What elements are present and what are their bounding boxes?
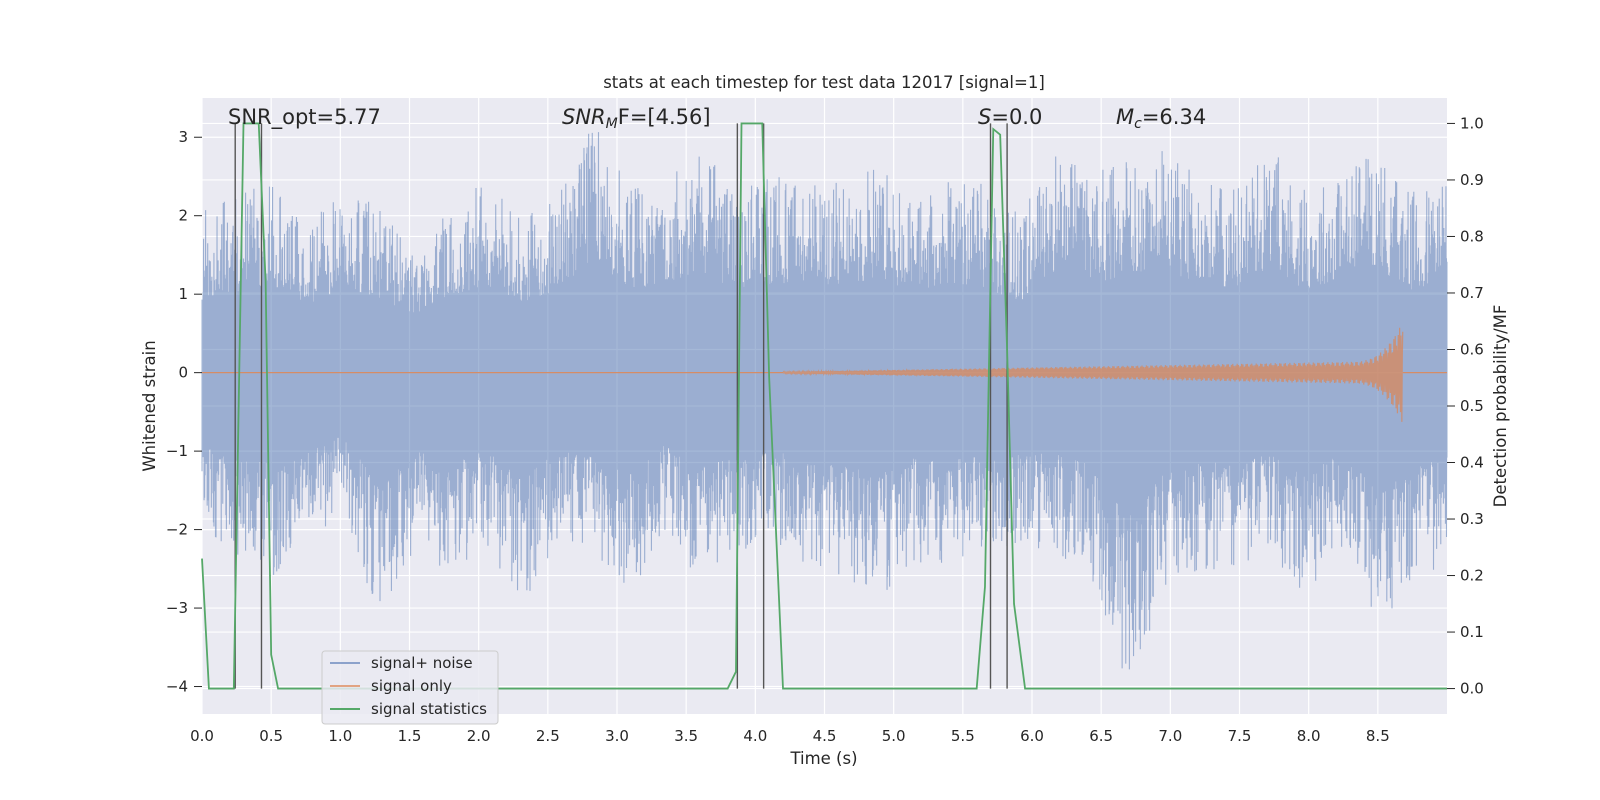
y-tick-label: 1 — [178, 285, 188, 303]
x-tick-label: 6.5 — [1089, 727, 1113, 745]
annotation-snr-opt: SNR_opt=5.77 — [228, 105, 381, 130]
x-tick-label: 3.0 — [605, 727, 629, 745]
y2-tick-label: 1.0 — [1460, 114, 1484, 132]
y2-tick-labels: 1.0 0.9 0.8 0.7 0.6 0.5 0.4 0.3 0.2 0.1 0.0 — [1447, 114, 1484, 698]
x-tick-label: 1.0 — [328, 727, 352, 745]
x-tick-label: 2.5 — [536, 727, 560, 745]
x-tick-label: 7.5 — [1228, 727, 1252, 745]
signal-only-series — [202, 327, 1447, 422]
y2-tick-label: 0.4 — [1460, 454, 1484, 472]
x-tick-label: 5.5 — [951, 727, 975, 745]
signal-statistics-series — [201, 122, 1447, 690]
y-tick-label: 2 — [178, 207, 188, 225]
legend-label-signal-noise: signal+ noise — [371, 654, 473, 672]
y-tick-label: −4 — [166, 678, 188, 696]
x-tick-label: 7.0 — [1158, 727, 1182, 745]
legend-label-signal-statistics: signal statistics — [371, 700, 487, 718]
y2-tick-label: 0.1 — [1460, 623, 1484, 641]
y2-tick-label: 0.6 — [1460, 340, 1484, 358]
annotation-snr-mf-main: SNR — [562, 105, 606, 129]
annotation-snr-mf-sub: M — [606, 116, 618, 132]
annotation-mc: Mc=6.34 — [1116, 105, 1206, 132]
y-tick-labels: 3 2 1 0 −1 −2 −3 −4 — [166, 128, 202, 696]
signal-chirp-trace — [782, 327, 1404, 422]
annotation-snr-mf: SNRMF=[4.56] — [562, 105, 711, 132]
x-tick-label: 1.5 — [398, 727, 422, 745]
legend-box — [321, 650, 499, 725]
y2-tick-label: 0.8 — [1460, 227, 1484, 245]
x-tick-label: 6.0 — [1020, 727, 1044, 745]
statistics-line — [201, 122, 1447, 690]
x-tick-label: 0.5 — [259, 727, 283, 745]
y-tick-label: −1 — [166, 442, 188, 460]
y2-tick-label: 0.7 — [1460, 284, 1484, 302]
annotation-s: S=0.0 — [978, 105, 1042, 129]
y-axis-label: Whitened strain — [140, 340, 159, 471]
y-tick-label: −2 — [166, 521, 188, 539]
legend: signal+ noise signal only signal statist… — [321, 650, 499, 725]
y-tick-label: −3 — [166, 599, 188, 617]
y-tick-label: 3 — [178, 128, 188, 146]
annotation-mc-rest: =6.34 — [1142, 105, 1206, 129]
x-tick-label: 5.0 — [882, 727, 906, 745]
noise-trace — [201, 132, 1448, 670]
y2-tick-label: 0.9 — [1460, 171, 1484, 189]
x-tick-label: 4.0 — [743, 727, 767, 745]
annotation-s-main: S — [978, 105, 991, 129]
y2-tick-label: 0.5 — [1460, 397, 1484, 415]
x-tick-label: 0.0 — [190, 727, 214, 745]
annotation-s-rest: =0.0 — [991, 105, 1042, 129]
x-tick-label: 3.5 — [674, 727, 698, 745]
x-tick-label: 4.5 — [813, 727, 837, 745]
x-tick-label: 2.0 — [467, 727, 491, 745]
chart-title: stats at each timestep for test data 120… — [603, 73, 1045, 92]
annotation-mc-sub: c — [1134, 116, 1142, 132]
x-tick-label: 8.0 — [1297, 727, 1321, 745]
x-tick-label: 8.5 — [1366, 727, 1390, 745]
y2-axis-label: Detection probability/MF — [1491, 305, 1510, 508]
y2-tick-label: 0.0 — [1460, 680, 1484, 698]
signal-noise-series — [201, 132, 1448, 670]
legend-label-signal-only: signal only — [371, 677, 452, 695]
y2-tick-label: 0.2 — [1460, 567, 1484, 585]
y-tick-label: 0 — [178, 364, 188, 382]
annotation-mc-main: M — [1116, 105, 1134, 129]
x-axis-label: Time (s) — [789, 749, 857, 768]
annotation-snr-mf-rest: F=[4.56] — [618, 105, 711, 129]
y2-tick-label: 0.3 — [1460, 510, 1484, 528]
x-tick-labels: 0.0 0.5 1.0 1.5 2.0 2.5 3.0 3.5 4.0 4.5 5.0 5.5 6.0 6… — [190, 727, 1390, 745]
